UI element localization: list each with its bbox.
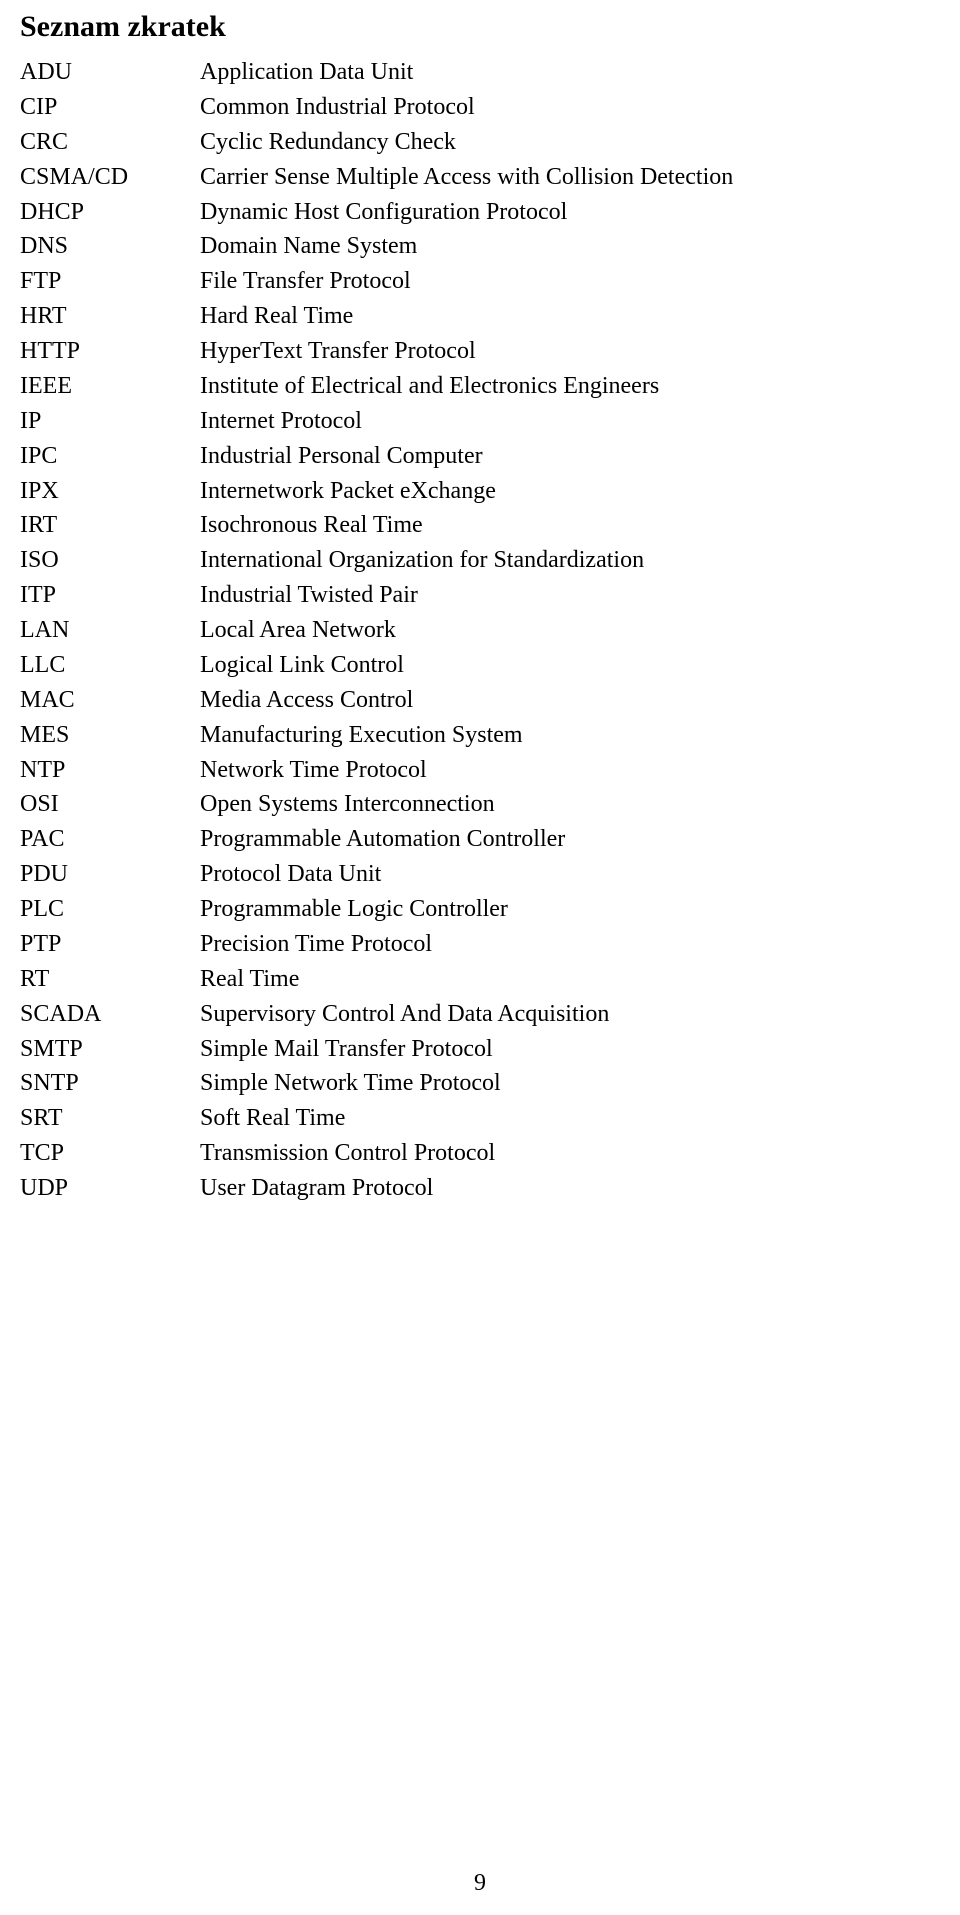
abbreviation-description: Hard Real Time [200, 300, 940, 333]
abbreviation-description: Protocol Data Unit [200, 858, 940, 891]
abbreviation-term: SMTP [20, 1033, 200, 1066]
abbreviation-description: Simple Mail Transfer Protocol [200, 1033, 940, 1066]
abbreviation-term: OSI [20, 788, 200, 821]
abbreviations-list: ADUApplication Data UnitCIPCommon Indust… [20, 56, 940, 1205]
abbreviation-description: Institute of Electrical and Electronics … [200, 370, 940, 403]
abbreviation-description: Domain Name System [200, 230, 940, 263]
abbreviation-description: Internet Protocol [200, 405, 940, 438]
abbreviation-term: LLC [20, 649, 200, 682]
abbreviation-description: Logical Link Control [200, 649, 940, 682]
abbreviation-term: HRT [20, 300, 200, 333]
abbreviation-term: RT [20, 963, 200, 996]
abbreviation-description: Cyclic Redundancy Check [200, 126, 940, 159]
abbreviation-description: Application Data Unit [200, 56, 940, 89]
abbreviation-description: Supervisory Control And Data Acquisition [200, 998, 940, 1031]
abbreviation-term: HTTP [20, 335, 200, 368]
abbreviation-description: Simple Network Time Protocol [200, 1067, 940, 1100]
abbreviation-term: NTP [20, 754, 200, 787]
abbreviation-term: IPX [20, 475, 200, 508]
abbreviation-description: Local Area Network [200, 614, 940, 647]
abbreviation-term: IPC [20, 440, 200, 473]
abbreviation-term: SRT [20, 1102, 200, 1135]
abbreviation-term: PLC [20, 893, 200, 926]
abbreviation-description: Soft Real Time [200, 1102, 940, 1135]
abbreviation-term: DHCP [20, 196, 200, 229]
abbreviation-term: ISO [20, 544, 200, 577]
abbreviation-term: PTP [20, 928, 200, 961]
abbreviation-term: MES [20, 719, 200, 752]
abbreviation-description: Programmable Automation Controller [200, 823, 940, 856]
abbreviation-description: Manufacturing Execution System [200, 719, 940, 752]
abbreviation-description: Isochronous Real Time [200, 509, 940, 542]
abbreviation-description: Carrier Sense Multiple Access with Colli… [200, 161, 940, 194]
abbreviation-description: HyperText Transfer Protocol [200, 335, 940, 368]
abbreviation-description: File Transfer Protocol [200, 265, 940, 298]
abbreviation-term: SCADA [20, 998, 200, 1031]
abbreviation-term: FTP [20, 265, 200, 298]
abbreviation-description: Real Time [200, 963, 940, 996]
abbreviation-description: User Datagram Protocol [200, 1172, 940, 1205]
abbreviation-description: Industrial Personal Computer [200, 440, 940, 473]
abbreviation-term: PAC [20, 823, 200, 856]
abbreviation-term: IP [20, 405, 200, 438]
abbreviation-description: Media Access Control [200, 684, 940, 717]
abbreviation-term: IEEE [20, 370, 200, 403]
abbreviation-term: PDU [20, 858, 200, 891]
page-title: Seznam zkratek [20, 10, 940, 44]
abbreviation-term: CSMA/CD [20, 161, 200, 194]
abbreviation-description: International Organization for Standardi… [200, 544, 940, 577]
abbreviation-term: CRC [20, 126, 200, 159]
abbreviation-description: Dynamic Host Configuration Protocol [200, 196, 940, 229]
abbreviation-description: Precision Time Protocol [200, 928, 940, 961]
abbreviation-description: Network Time Protocol [200, 754, 940, 787]
abbreviation-description: Internetwork Packet eXchange [200, 475, 940, 508]
abbreviation-term: IRT [20, 509, 200, 542]
abbreviation-term: LAN [20, 614, 200, 647]
abbreviation-term: DNS [20, 230, 200, 263]
abbreviation-term: MAC [20, 684, 200, 717]
page-number: 9 [0, 1870, 960, 1897]
abbreviation-term: ADU [20, 56, 200, 89]
abbreviation-term: SNTP [20, 1067, 200, 1100]
abbreviation-term: CIP [20, 91, 200, 124]
abbreviation-description: Common Industrial Protocol [200, 91, 940, 124]
abbreviation-description: Industrial Twisted Pair [200, 579, 940, 612]
abbreviation-term: UDP [20, 1172, 200, 1205]
abbreviation-term: TCP [20, 1137, 200, 1170]
abbreviation-description: Transmission Control Protocol [200, 1137, 940, 1170]
abbreviation-description: Programmable Logic Controller [200, 893, 940, 926]
abbreviation-term: ITP [20, 579, 200, 612]
abbreviation-description: Open Systems Interconnection [200, 788, 940, 821]
